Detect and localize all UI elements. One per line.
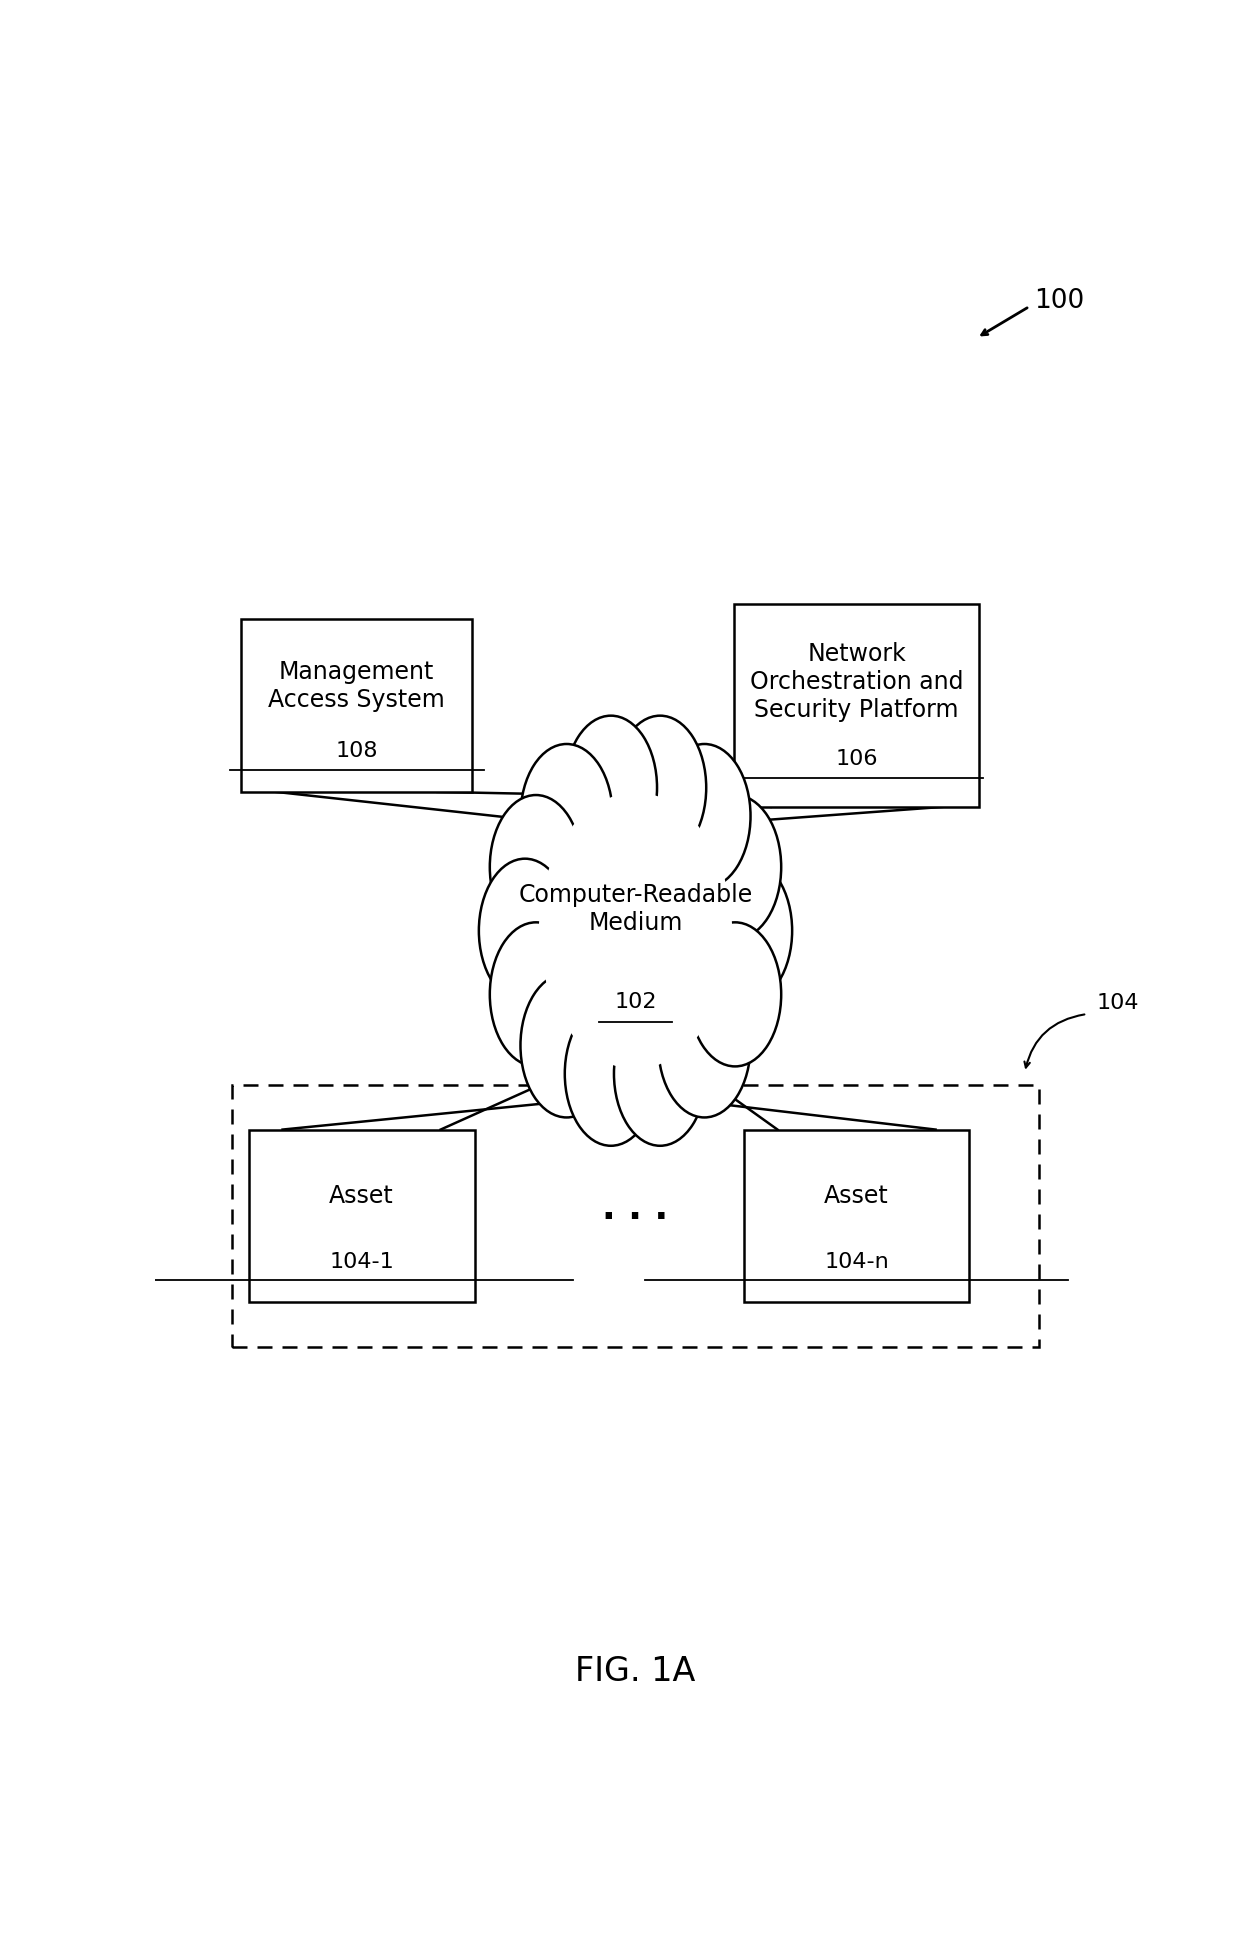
- Circle shape: [689, 795, 781, 939]
- Circle shape: [490, 795, 582, 939]
- Text: 100: 100: [1034, 288, 1085, 314]
- Circle shape: [564, 1001, 657, 1145]
- Text: Network
Orchestration and
Security Platform: Network Orchestration and Security Platf…: [750, 643, 963, 721]
- Circle shape: [658, 744, 750, 888]
- Text: Asset: Asset: [825, 1184, 889, 1208]
- Circle shape: [606, 937, 689, 1068]
- Circle shape: [521, 974, 613, 1118]
- Circle shape: [544, 898, 627, 1029]
- Circle shape: [689, 923, 781, 1068]
- Circle shape: [644, 834, 727, 964]
- Text: Management
Access System: Management Access System: [268, 660, 445, 711]
- Circle shape: [544, 834, 627, 964]
- Text: 106: 106: [836, 748, 878, 769]
- Circle shape: [629, 808, 712, 939]
- FancyBboxPatch shape: [242, 619, 472, 793]
- Circle shape: [564, 717, 657, 861]
- Circle shape: [479, 859, 572, 1003]
- Circle shape: [606, 795, 689, 925]
- Text: Asset: Asset: [330, 1184, 394, 1208]
- FancyBboxPatch shape: [744, 1130, 970, 1303]
- Circle shape: [490, 923, 582, 1068]
- Text: 104: 104: [1096, 992, 1140, 1013]
- Circle shape: [521, 744, 613, 888]
- Circle shape: [614, 1001, 707, 1145]
- Circle shape: [582, 795, 665, 925]
- Ellipse shape: [547, 810, 724, 1052]
- Text: . . .: . . .: [603, 1192, 668, 1225]
- Circle shape: [614, 717, 707, 861]
- Text: 104-1: 104-1: [330, 1251, 394, 1272]
- Text: 102: 102: [614, 992, 657, 1011]
- Circle shape: [553, 803, 718, 1060]
- Circle shape: [629, 923, 712, 1054]
- Circle shape: [582, 937, 665, 1068]
- Circle shape: [650, 867, 733, 995]
- Circle shape: [559, 808, 642, 939]
- Circle shape: [644, 898, 727, 1029]
- Circle shape: [699, 859, 792, 1003]
- Circle shape: [538, 867, 621, 995]
- Text: 108: 108: [336, 740, 378, 762]
- FancyBboxPatch shape: [232, 1085, 1039, 1348]
- FancyBboxPatch shape: [734, 606, 980, 808]
- Text: 104-n: 104-n: [825, 1251, 889, 1272]
- Circle shape: [658, 974, 750, 1118]
- Text: FIG. 1A: FIG. 1A: [575, 1654, 696, 1687]
- FancyBboxPatch shape: [249, 1130, 475, 1303]
- Text: Computer-Readable
Medium: Computer-Readable Medium: [518, 882, 753, 935]
- Circle shape: [559, 923, 642, 1054]
